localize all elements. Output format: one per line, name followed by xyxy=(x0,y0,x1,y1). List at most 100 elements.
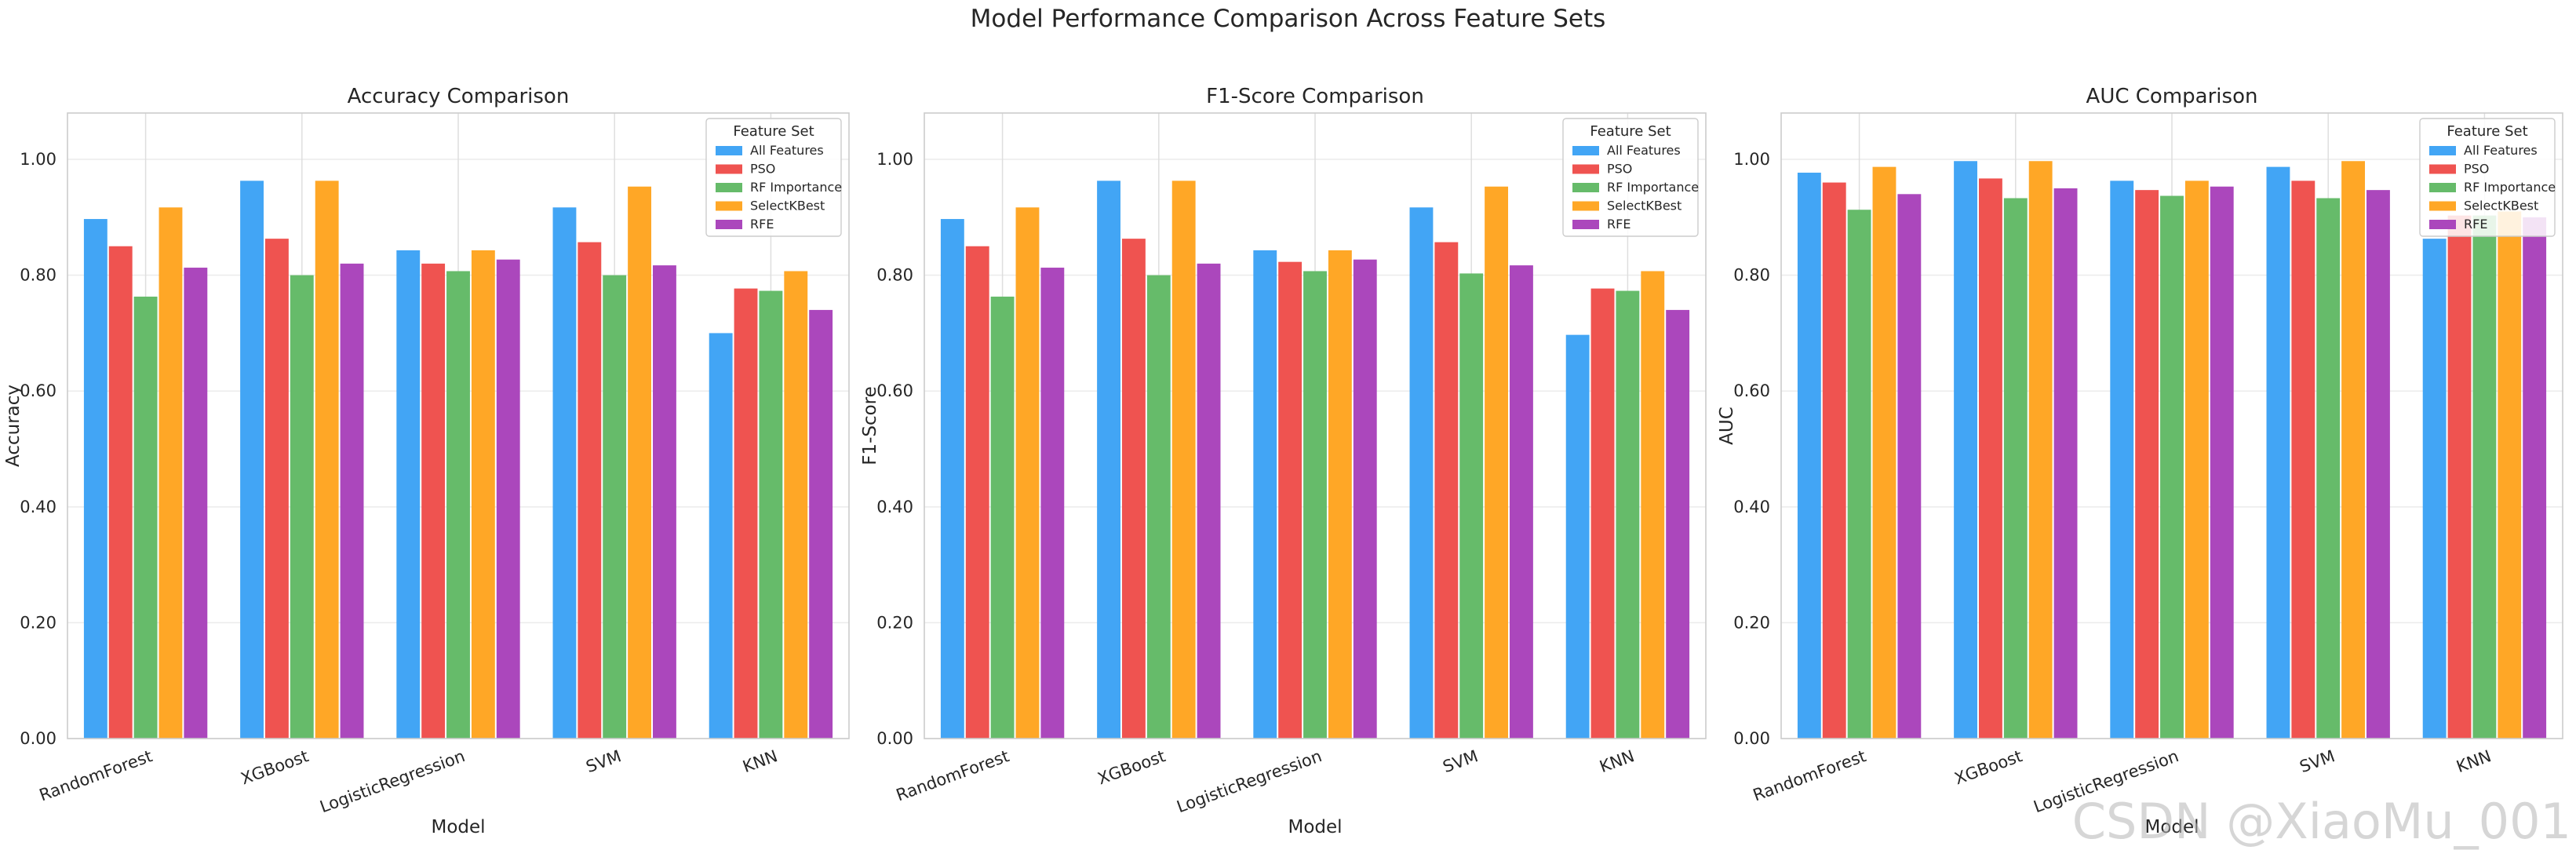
legend-swatch xyxy=(2429,164,2456,174)
x-tick-label: KNN xyxy=(1597,746,1637,776)
bar-rfe-logisticregression xyxy=(496,259,520,739)
legend-item-label: SelectKBest xyxy=(2464,199,2538,213)
bar-all-features-randomforest xyxy=(83,219,107,739)
legend-item-label: SelectKBest xyxy=(750,199,825,213)
axes-frame xyxy=(924,112,1707,739)
bar-rf-importance-randomforest xyxy=(133,296,158,739)
bar-pso-svm xyxy=(2291,181,2315,739)
bar-rfe-svm xyxy=(2366,190,2390,739)
bar-selectkbest-svm xyxy=(2341,161,2366,739)
bar-selectkbest-logisticregression xyxy=(2184,181,2209,739)
bar-selectkbest-logisticregression xyxy=(1328,250,1352,739)
x-tick-label: XGBoost xyxy=(1952,746,2025,788)
bar-pso-svm xyxy=(1434,242,1459,739)
bar-rf-importance-xgboost xyxy=(2003,198,2028,739)
y-axis-label: F1-Score xyxy=(860,386,880,465)
bar-rfe-randomforest xyxy=(1897,194,1922,739)
bar-all-features-xgboost xyxy=(240,181,264,739)
bar-rf-importance-svm xyxy=(1459,273,1484,739)
x-tick-label: SVM xyxy=(1441,746,1481,776)
bar-rfe-randomforest xyxy=(184,268,208,739)
bar-pso-knn xyxy=(734,288,758,739)
bar-rfe-xgboost xyxy=(2053,188,2078,739)
legend-swatch xyxy=(716,201,742,211)
legend-item-label: PSO xyxy=(750,162,775,177)
legend-swatch xyxy=(716,164,742,174)
bar-pso-logisticregression xyxy=(1278,261,1303,739)
bar-rf-importance-xgboost xyxy=(1146,275,1171,739)
x-tick-label: RandomForest xyxy=(37,746,155,804)
bar-all-features-knn xyxy=(1565,334,1590,739)
bar-pso-knn xyxy=(1590,288,1615,739)
bar-all-features-randomforest xyxy=(1797,173,1821,739)
bar-pso-randomforest xyxy=(1822,182,1846,739)
bar-all-features-logisticregression xyxy=(2110,181,2134,739)
x-tick-label: RandomForest xyxy=(1751,746,1868,804)
figure-title: Model Performance Comparison Across Feat… xyxy=(970,5,1606,33)
bar-rfe-knn xyxy=(2523,217,2547,739)
legend-item-label: RF Importance xyxy=(1607,180,1699,195)
panel-title: AUC Comparison xyxy=(2086,85,2258,108)
legend-item-label: All Features xyxy=(1607,143,1681,158)
bar-rf-importance-knn xyxy=(759,290,783,739)
y-tick-label: 1.00 xyxy=(20,150,56,169)
legend-swatch xyxy=(1572,201,1599,211)
y-tick-label: 0.60 xyxy=(20,381,56,400)
y-tick-label: 0.40 xyxy=(20,498,56,516)
legend-item-label: RFE xyxy=(750,217,774,232)
bar-pso-randomforest xyxy=(108,246,133,739)
bar-all-features-logisticregression xyxy=(396,250,421,739)
legend-swatch xyxy=(1572,220,1599,229)
watermark: CSDN @XiaoMu_001 xyxy=(2071,793,2571,850)
x-axis-label: Model xyxy=(431,817,485,837)
y-tick-label: 0.80 xyxy=(876,266,913,285)
bar-selectkbest-knn xyxy=(2498,211,2522,739)
bar-rfe-xgboost xyxy=(1197,263,1221,739)
legend-item-label: SelectKBest xyxy=(1607,199,1682,213)
x-tick-label: XGBoost xyxy=(1095,746,1168,788)
bar-rf-importance-knn xyxy=(2472,215,2497,739)
legend-item-label: RFE xyxy=(1607,217,1630,232)
bar-selectkbest-svm xyxy=(628,186,652,739)
bar-rf-importance-knn xyxy=(1616,290,1640,739)
bar-rfe-logisticregression xyxy=(1353,259,1377,739)
x-tick-label: SVM xyxy=(584,746,624,776)
legend-swatch xyxy=(2429,220,2456,229)
x-tick-label: KNN xyxy=(2454,746,2494,776)
legend-swatch xyxy=(2429,201,2456,211)
y-tick-label: 1.00 xyxy=(876,150,913,169)
bar-selectkbest-knn xyxy=(784,271,808,739)
bar-rf-importance-randomforest xyxy=(990,296,1015,739)
y-tick-label: 0.80 xyxy=(20,266,56,285)
x-tick-label: LogisticRegression xyxy=(317,746,467,816)
x-axis-label: Model xyxy=(2144,817,2199,837)
bar-pso-xgboost xyxy=(264,239,289,739)
y-tick-label: 0.40 xyxy=(1733,498,1770,516)
y-tick-label: 0.00 xyxy=(1733,729,1770,748)
legend-swatch xyxy=(1572,146,1599,155)
y-tick-label: 0.40 xyxy=(876,498,913,516)
bar-pso-randomforest xyxy=(965,246,989,739)
legend-swatch xyxy=(716,183,742,192)
y-tick-label: 0.60 xyxy=(1733,381,1770,400)
axes-frame xyxy=(1780,112,2563,739)
axes-frame xyxy=(67,112,850,739)
bar-all-features-logisticregression xyxy=(1253,250,1277,739)
bar-selectkbest-xgboost xyxy=(1171,181,1196,739)
bar-rfe-logisticregression xyxy=(2210,186,2234,739)
bar-selectkbest-xgboost xyxy=(2028,161,2053,739)
bar-all-features-knn xyxy=(709,333,733,739)
legend-swatch xyxy=(2429,146,2456,155)
legend-item-label: RF Importance xyxy=(750,180,842,195)
bar-pso-logisticregression xyxy=(421,263,446,739)
bar-all-features-xgboost xyxy=(1097,181,1120,739)
bar-selectkbest-knn xyxy=(1641,271,1665,739)
x-tick-label: LogisticRegression xyxy=(1174,746,1324,816)
bar-pso-svm xyxy=(578,242,602,739)
bar-all-features-randomforest xyxy=(940,219,964,739)
bar-rf-importance-logisticregression xyxy=(446,271,470,739)
bar-rfe-knn xyxy=(809,309,833,739)
bar-rf-importance-xgboost xyxy=(290,275,314,739)
